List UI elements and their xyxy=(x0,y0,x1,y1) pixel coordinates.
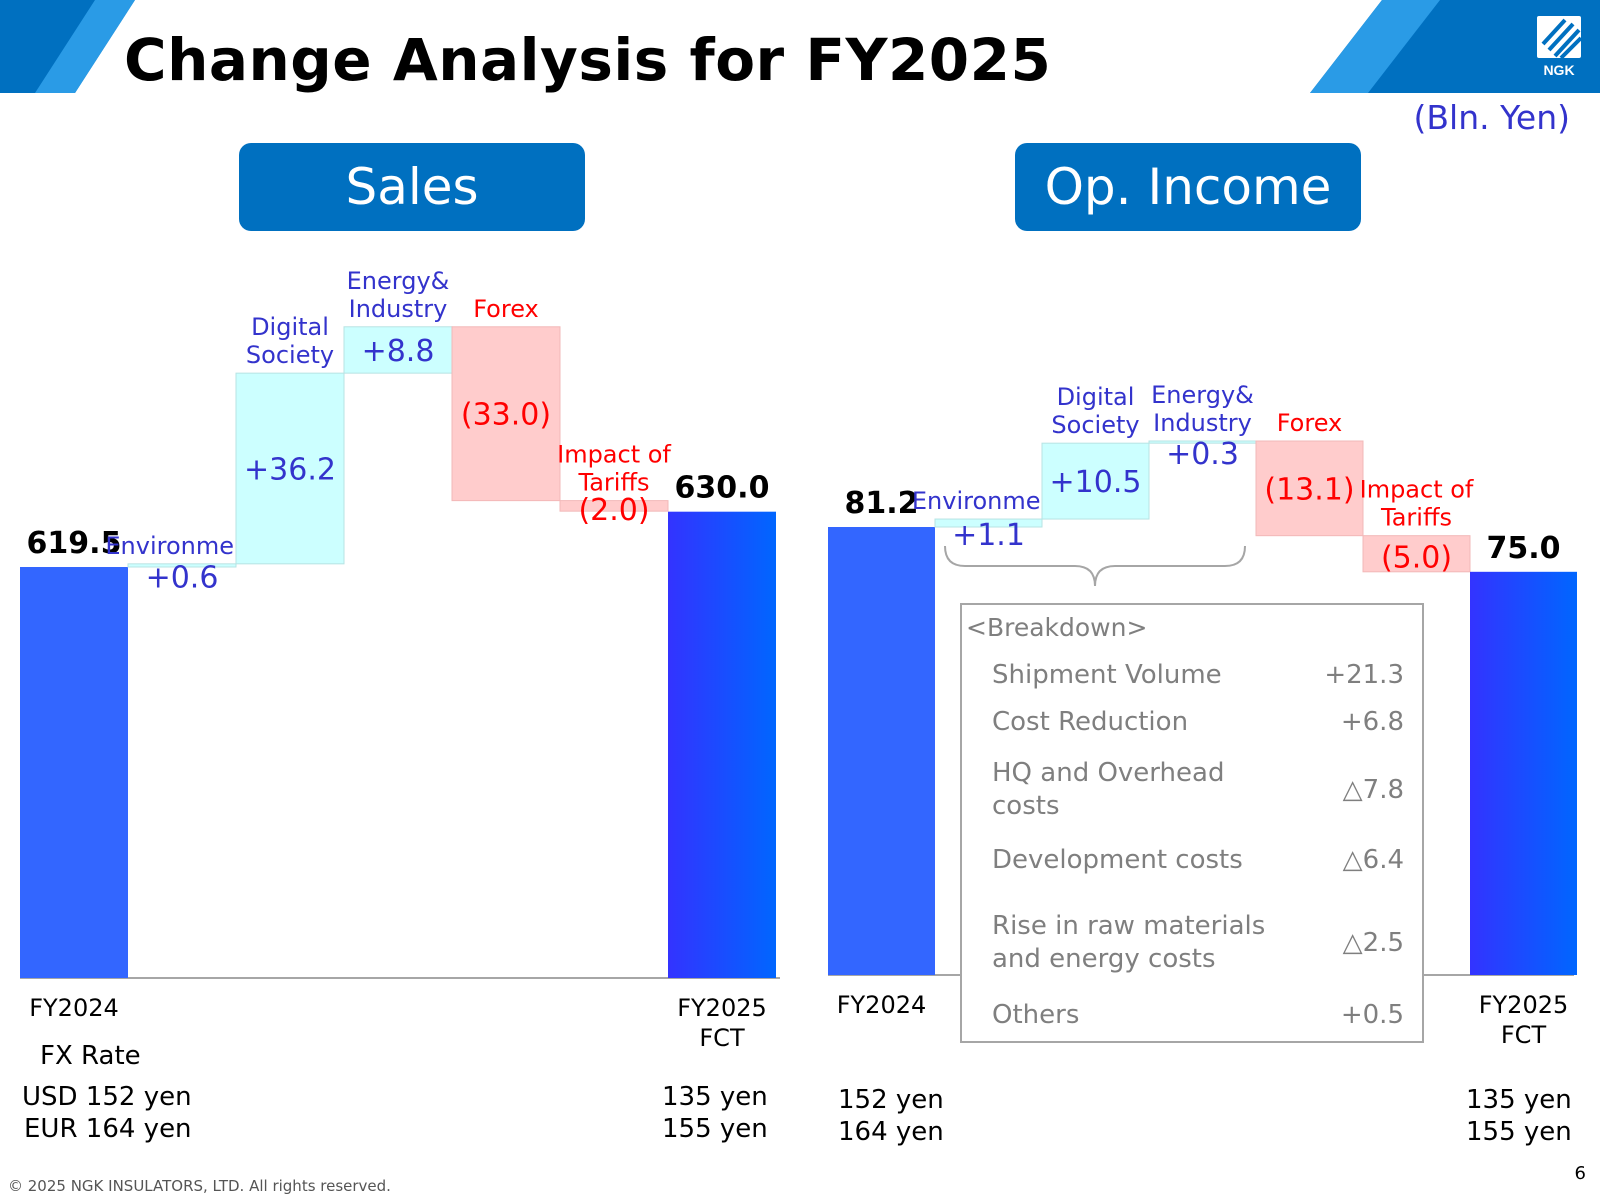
breakdown-row: HQ and Overhead costs △7.8 xyxy=(992,757,1404,823)
page-number: 6 xyxy=(1574,1163,1586,1184)
fx-usd-fy2025-op: 135 yen xyxy=(1466,1085,1572,1115)
op-category-label-end: FY2025 FCT xyxy=(1479,991,1569,1049)
section-op-income-header: Op. Income xyxy=(1015,143,1361,231)
breakdown-value: △6.4 xyxy=(1342,845,1404,875)
logo-text: NGK xyxy=(1543,62,1574,78)
breakdown-label: Cost Reduction xyxy=(992,707,1189,737)
fx-usd-fy2024-op: 152 yen xyxy=(838,1085,944,1115)
breakdown-row: Cost Reduction +6.8 xyxy=(992,706,1404,739)
op-value-label-step-0: +1.1 xyxy=(952,518,1025,553)
fx-eur-fy2025-op: 155 yen xyxy=(1466,1117,1572,1147)
sales-category-label-end: FY2025 FCT xyxy=(677,994,767,1052)
op-value-label-end: 75.0 xyxy=(1486,531,1560,566)
breakdown-box: <Breakdown> Shipment Volume +21.3 Cost R… xyxy=(960,603,1424,1043)
breakdown-label: Shipment Volume xyxy=(992,660,1222,690)
breakdown-row: Shipment Volume +21.3 xyxy=(992,659,1404,692)
fx-eur-fy2025-sales: 155 yen xyxy=(662,1114,768,1144)
sales-category-label-step-4: Impact of Tariffs xyxy=(557,441,671,497)
sales-bar-step-2 xyxy=(343,326,453,374)
ngk-logo: NGK xyxy=(1537,16,1583,78)
header-band xyxy=(0,0,1600,93)
op-bar-start xyxy=(828,527,935,975)
sales-category-label-start: FY2024 xyxy=(29,994,119,1022)
op-category-label-step-1: Digital Society xyxy=(1051,383,1139,439)
op-category-label-start: FY2024 xyxy=(837,991,927,1019)
breakdown-label: Development costs xyxy=(992,845,1243,875)
page-title: Change Analysis for FY2025 xyxy=(124,26,1052,94)
breakdown-value: △2.5 xyxy=(1342,927,1404,958)
unit-label: (Bln. Yen) xyxy=(1413,98,1570,137)
breakdown-value: +6.8 xyxy=(1340,707,1404,737)
sales-value-label-step-3: (33.0) xyxy=(461,398,551,433)
op-bar-step-3 xyxy=(1255,440,1364,537)
breakdown-brace xyxy=(944,545,1246,587)
breakdown-label: Rise in raw materials and energy costs xyxy=(992,911,1266,974)
breakdown-value: +0.5 xyxy=(1340,1000,1404,1030)
sales-bar-end xyxy=(668,511,776,978)
breakdown-label: Others xyxy=(992,1000,1080,1030)
op-value-label-start: 81.2 xyxy=(844,486,918,521)
sales-bar-step-4 xyxy=(559,500,669,512)
sales-value-label-start: 619.5 xyxy=(27,526,122,561)
fx-usd-fy2024-sales: USD 152 yen xyxy=(22,1082,192,1112)
breakdown-row: Rise in raw materials and energy costs △… xyxy=(992,910,1404,976)
op-bar-step-1 xyxy=(1041,442,1150,520)
sales-value-label-step-4: (2.0) xyxy=(578,493,649,528)
breakdown-label: HQ and Overhead costs xyxy=(992,758,1225,821)
breakdown-value: +21.3 xyxy=(1324,660,1404,690)
breakdown-title: <Breakdown> xyxy=(966,613,1148,642)
fx-eur-fy2024-op: 164 yen xyxy=(838,1117,944,1147)
breakdown-row: Development costs △6.4 xyxy=(992,844,1404,877)
op-value-label-step-4: (5.0) xyxy=(1381,541,1452,576)
sales-value-label-step-1: +36.2 xyxy=(244,452,336,487)
copyright: © 2025 NGK INSULATORS, LTD. All rights r… xyxy=(8,1177,391,1195)
fx-usd-fy2025-sales: 135 yen xyxy=(662,1082,768,1112)
sales-bar-step-0 xyxy=(127,563,237,568)
op-category-label-step-0: Environment xyxy=(912,487,1065,515)
sales-category-label-step-2: Energy& Industry xyxy=(347,267,450,323)
op-category-label-step-2: Energy& Industry xyxy=(1151,381,1254,437)
sales-category-label-step-3: Forex xyxy=(473,295,539,323)
fx-eur-fy2024-sales: EUR 164 yen xyxy=(24,1114,192,1144)
sales-bar-step-3 xyxy=(451,326,561,502)
sales-value-label-step-2: +8.8 xyxy=(362,334,435,369)
sales-value-label-end: 630.0 xyxy=(675,471,770,506)
sales-bar-step-1 xyxy=(235,372,345,565)
op-value-label-step-1: +10.5 xyxy=(1050,465,1142,500)
sales-category-label-step-0: Environment xyxy=(105,532,258,560)
section-sales-header: Sales xyxy=(239,143,585,231)
op-bar-end xyxy=(1470,571,1577,975)
op-bar-step-4 xyxy=(1362,535,1471,573)
op-value-label-step-3: (13.1) xyxy=(1264,472,1354,507)
op-category-label-step-3: Forex xyxy=(1277,409,1343,437)
fx-rate-label: FX Rate xyxy=(40,1041,141,1071)
breakdown-row: Others +0.5 xyxy=(992,999,1404,1032)
breakdown-value: △7.8 xyxy=(1342,774,1404,805)
sales-value-label-step-0: +0.6 xyxy=(146,560,219,595)
op-category-label-step-4: Impact of Tariffs xyxy=(1360,476,1474,532)
op-value-label-step-2: +0.3 xyxy=(1166,437,1239,472)
sales-bar-start xyxy=(20,567,128,978)
sales-category-label-step-1: Digital Society xyxy=(246,313,334,369)
op-bar-step-0 xyxy=(934,518,1043,528)
